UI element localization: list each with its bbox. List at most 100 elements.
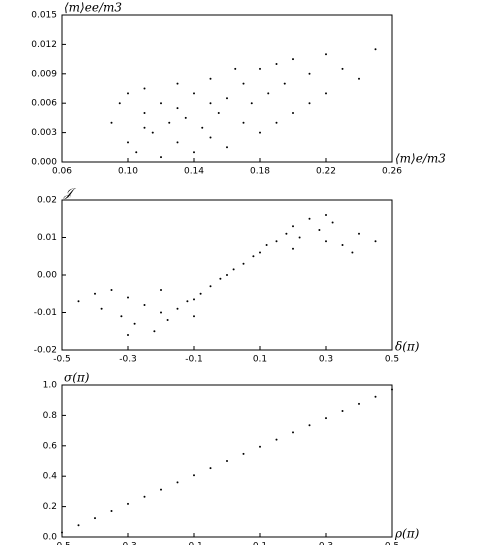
point (292, 431, 294, 434)
y-tick-label: 0.02 (37, 196, 57, 206)
plot-frame (61, 384, 393, 538)
point (176, 141, 179, 144)
point (292, 247, 294, 250)
point (374, 240, 377, 243)
point (133, 322, 136, 325)
x-axis-label: ⟨m⟩e/m3 (395, 152, 446, 166)
y-tick-label: 0.00 (37, 271, 57, 281)
point (193, 315, 195, 318)
point (209, 77, 212, 80)
point (176, 82, 179, 85)
x-tick-label: 0.3 (319, 355, 333, 365)
point (285, 232, 288, 235)
point (100, 307, 103, 310)
point (341, 67, 344, 70)
point (275, 240, 278, 243)
point (143, 112, 146, 114)
x-tick-label: 0.5 (385, 355, 399, 365)
y-axis-label: ⟨m⟩ee/m3 (64, 1, 122, 15)
point (153, 330, 156, 333)
y-tick-label: 0.6 (43, 441, 58, 451)
y-tick-label: 0.003 (31, 128, 57, 138)
y-tick-label: -0.02 (34, 346, 57, 356)
point (325, 53, 327, 56)
point (193, 92, 195, 95)
point (308, 72, 311, 75)
x-tick-label: -0.1 (185, 542, 203, 545)
x-tick-label: 0.06 (52, 167, 72, 177)
point (259, 445, 261, 448)
point (127, 141, 129, 144)
y-axis-label: 𝒥 (63, 186, 77, 200)
point (374, 48, 377, 51)
x-axis-label: ρ(π) (394, 527, 420, 541)
point (232, 268, 235, 271)
point (275, 63, 278, 65)
point (127, 92, 129, 95)
point (259, 251, 261, 254)
point (151, 131, 154, 134)
point (226, 274, 228, 276)
point (209, 136, 212, 139)
point (242, 121, 245, 124)
y-tick-label: 0.009 (31, 69, 57, 79)
point (275, 121, 278, 124)
point (226, 97, 228, 100)
point (358, 77, 360, 80)
plot-frame (61, 14, 393, 163)
y-tick-label: 0.000 (31, 158, 57, 168)
y-tick-label: -0.01 (34, 308, 57, 318)
point (160, 102, 162, 105)
point (61, 531, 63, 534)
point (325, 417, 327, 420)
point (143, 87, 146, 90)
point (234, 67, 237, 70)
point (331, 221, 334, 224)
point (341, 409, 344, 412)
y-axis-label: σ(π) (64, 371, 90, 385)
x-tick-label: 0.1 (253, 542, 267, 545)
point (283, 82, 286, 85)
point (275, 438, 278, 441)
point (110, 510, 113, 513)
point (219, 277, 222, 280)
y-tick-label: 0.006 (31, 99, 57, 109)
point (209, 467, 212, 470)
y-tick-label: 0.0 (43, 533, 58, 543)
y-tick-label: 0.015 (31, 11, 57, 21)
point (186, 300, 189, 303)
point (209, 285, 212, 288)
x-tick-label: 0.5 (385, 542, 399, 545)
point (242, 262, 245, 265)
point (143, 495, 146, 498)
point (94, 517, 96, 520)
point (292, 58, 294, 61)
y-tick-label: 1.0 (43, 381, 58, 391)
point (374, 395, 377, 398)
x-tick-label: -0.3 (119, 355, 137, 365)
point (160, 311, 162, 314)
point (120, 315, 123, 318)
point (325, 240, 327, 243)
point (127, 334, 129, 336)
point (226, 146, 228, 149)
point (250, 102, 253, 105)
point (358, 232, 360, 235)
point (252, 255, 255, 258)
point (259, 131, 261, 134)
point (358, 402, 360, 405)
point (166, 319, 169, 321)
point (391, 388, 393, 391)
point (160, 488, 162, 491)
point (201, 126, 204, 129)
y-tick-label: 0.4 (43, 472, 58, 482)
point (325, 214, 327, 216)
point (242, 82, 245, 85)
x-tick-label: 0.26 (382, 167, 402, 177)
point (308, 217, 311, 220)
point (143, 304, 146, 306)
y-tick-label: 0.01 (37, 233, 57, 243)
point (135, 151, 138, 154)
x-tick-label: 0.10 (118, 167, 138, 177)
